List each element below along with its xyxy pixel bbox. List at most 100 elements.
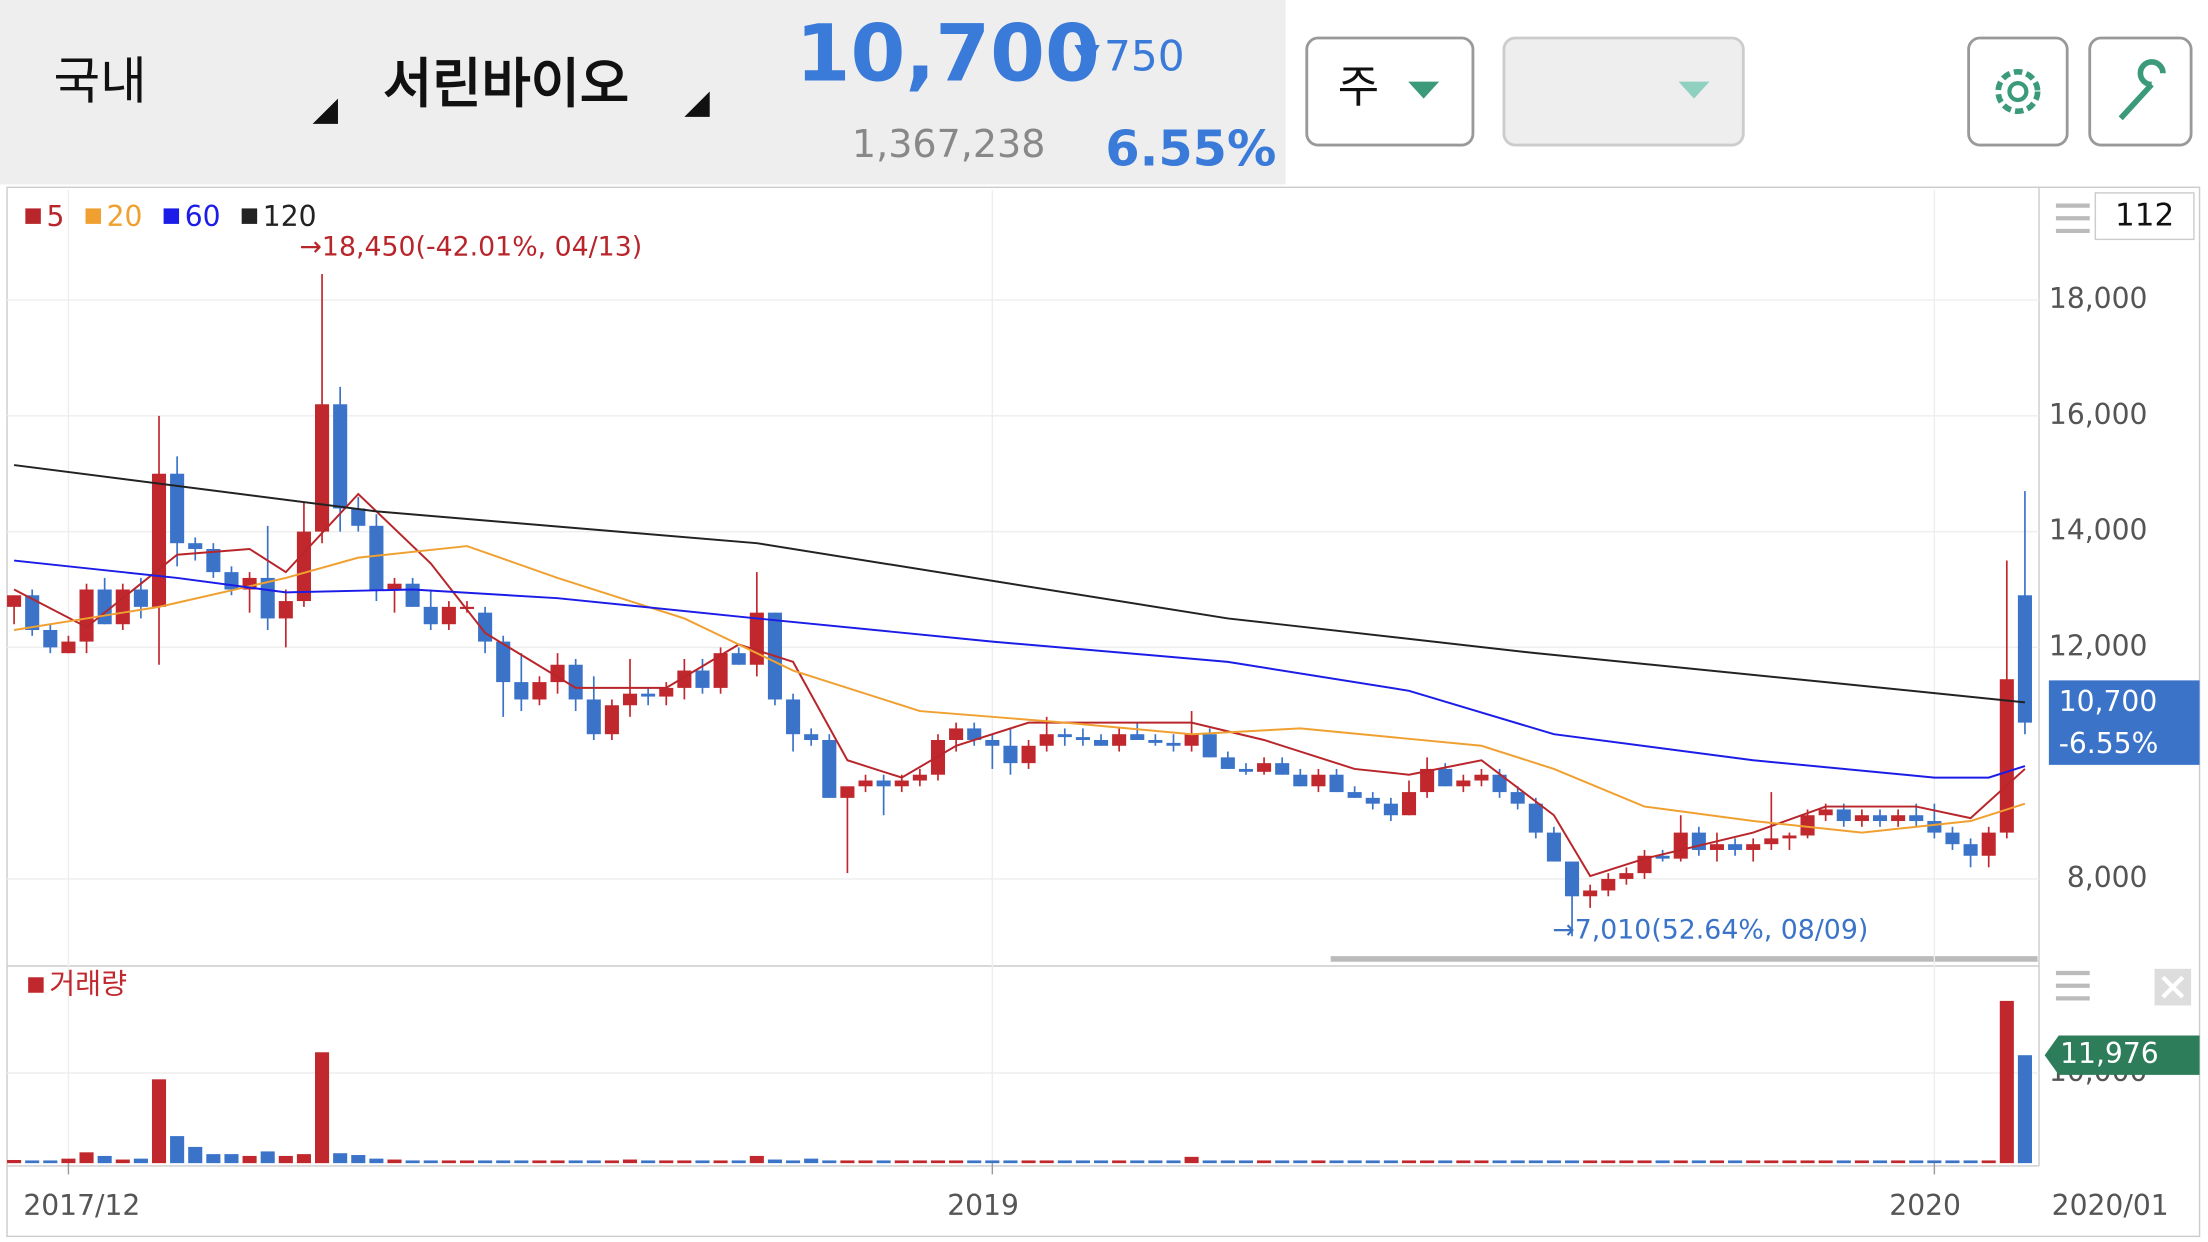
volume-bar <box>1311 1160 1326 1164</box>
candle-body <box>1583 890 1598 897</box>
volume-bar <box>1999 1000 2014 1164</box>
candle-body <box>1401 792 1417 816</box>
candle-body <box>985 739 1000 746</box>
tool-button[interactable] <box>2088 36 2193 147</box>
price-tag-label: 10,700 <box>2059 685 2158 718</box>
volume-bar <box>1474 1160 1489 1164</box>
candle-body <box>604 705 619 735</box>
candle-body <box>876 780 891 787</box>
volume-bar <box>1583 1160 1598 1164</box>
candle-body <box>1709 844 1725 850</box>
candle-body <box>1673 832 1688 859</box>
volume-bar <box>1909 1160 1924 1164</box>
volume-bar <box>1220 1160 1235 1164</box>
volume-bar <box>1836 1160 1851 1164</box>
moving-average <box>13 559 2026 779</box>
candle-body <box>1238 768 1253 772</box>
x-period-label: 2020/01 <box>2052 1189 2169 1222</box>
volume-bar <box>713 1160 728 1164</box>
count-box[interactable] <box>2094 192 2195 241</box>
volume-bar <box>61 1158 76 1164</box>
candle-body <box>822 739 837 798</box>
volume-bar <box>985 1160 1000 1164</box>
volume-bar <box>731 1160 746 1164</box>
y-tick-label: 14,000 <box>2049 514 2148 547</box>
period: 주 <box>1338 60 1379 113</box>
dropdown-arrow <box>1678 81 1710 99</box>
volume-bar <box>1565 1160 1580 1164</box>
candle-body <box>1057 734 1072 738</box>
volume-bar <box>1438 1160 1453 1164</box>
annotation: →18,450(-42.01%, 04/13) <box>300 231 643 262</box>
volume-bar <box>1347 1160 1362 1164</box>
volume-bar <box>1148 1160 1163 1164</box>
candle-body <box>1456 780 1471 787</box>
candle-body <box>1093 739 1109 746</box>
candle-body <box>1438 768 1453 787</box>
close-icon <box>2161 975 2185 999</box>
legend-swatch <box>25 208 41 224</box>
stock-name[interactable]: 서린바이오 <box>383 52 629 115</box>
volume-bar <box>967 1160 982 1164</box>
settings-button[interactable] <box>1967 36 2069 147</box>
chart-frame <box>6 186 2201 1238</box>
menu-icon[interactable] <box>2055 203 2090 234</box>
volume-bar <box>604 1160 619 1164</box>
candle-body <box>713 653 728 688</box>
legend-swatch <box>163 208 180 224</box>
candle-body <box>532 682 547 700</box>
candle-body <box>1383 803 1398 816</box>
candle-body <box>1365 797 1380 804</box>
volume-bar <box>532 1160 547 1164</box>
candle-body <box>369 525 384 590</box>
legend-label: 120 <box>263 200 317 233</box>
volume-bar <box>1130 1160 1145 1164</box>
select[interactable] <box>1502 36 1745 147</box>
candle-body <box>1184 734 1199 746</box>
volume-bar <box>1420 1160 1435 1164</box>
moving-average <box>13 464 2026 704</box>
candle-body <box>731 653 746 665</box>
volume-tag <box>2044 1035 2200 1075</box>
volume-bar <box>1293 1160 1308 1164</box>
volume-bar <box>767 1159 782 1164</box>
candle-body <box>405 583 420 607</box>
volume-bar <box>1365 1160 1380 1164</box>
volume-bar <box>677 1160 692 1164</box>
volume-bar <box>260 1151 275 1164</box>
volume-bar <box>115 1159 130 1164</box>
volume-bar <box>1945 1160 1960 1164</box>
menu-icon[interactable] <box>2055 970 2090 1001</box>
volume-bar <box>1546 1160 1561 1164</box>
volume-bar <box>2017 1055 2032 1164</box>
moving-average <box>13 545 2026 834</box>
volume-bar <box>1709 1160 1725 1164</box>
volume-bar <box>1981 1160 1996 1164</box>
volume-bar <box>912 1160 927 1164</box>
volume-bar <box>1728 1160 1743 1164</box>
volume-bar <box>7 1159 22 1164</box>
legend-swatch <box>85 208 102 224</box>
candle-body <box>1474 774 1489 781</box>
volume-bar <box>1456 1160 1471 1164</box>
candle-body <box>1619 873 1634 879</box>
candle-body <box>1981 832 1996 856</box>
down-arrow <box>1074 45 1100 67</box>
volume-bar <box>804 1158 819 1164</box>
candle-body <box>1112 734 1127 746</box>
volume-bar <box>405 1160 420 1164</box>
y-tick-label: 12,000 <box>2049 629 2148 662</box>
price: 10,700 <box>796 8 1100 100</box>
candle-body <box>1764 838 1779 845</box>
candle-body <box>1347 792 1362 798</box>
candle-body <box>641 693 656 697</box>
candle-body <box>133 589 148 607</box>
volume-bar <box>1619 1160 1634 1164</box>
volume-bar <box>441 1160 456 1164</box>
candle-body <box>1601 878 1616 891</box>
count: 112 <box>2115 197 2174 233</box>
market[interactable]: 국내 <box>54 51 147 110</box>
period-select[interactable] <box>1305 36 1475 147</box>
volume-bar <box>459 1160 475 1164</box>
